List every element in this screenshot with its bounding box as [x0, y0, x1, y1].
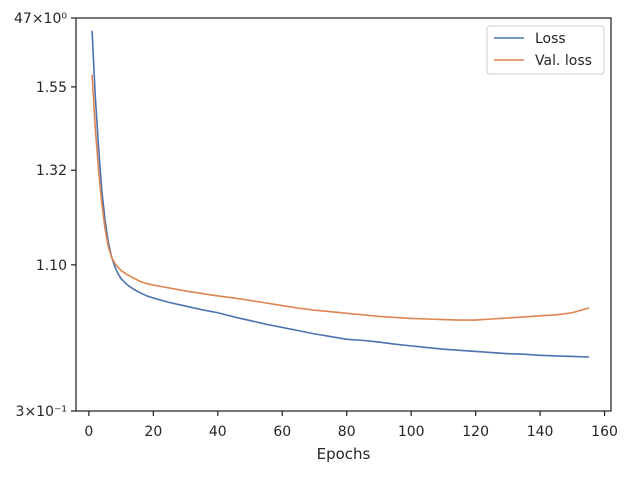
x-tick-label: 100 — [398, 424, 425, 440]
series-line-val-loss — [91, 74, 590, 321]
y-tick-label: 1.10 — [36, 258, 67, 274]
x-tick-label: 20 — [144, 424, 162, 440]
plot-frame — [75, 17, 612, 412]
x-tick-label: 0 — [84, 424, 93, 440]
x-axis-title: Epochs — [317, 445, 371, 463]
y-axis: 3×10⁻¹ 1.10 1.32 1.55 47×10⁰ — [14, 11, 76, 420]
legend: Loss Val. loss — [486, 25, 605, 75]
plot-lines — [91, 30, 590, 358]
y-tick-label: 1.32 — [36, 163, 67, 179]
x-tick-label: 160 — [591, 424, 618, 440]
series-line-loss — [91, 30, 590, 358]
y-tick-label: 47×10⁰ — [14, 11, 67, 27]
x-tick-label: 40 — [209, 424, 227, 440]
legend-label-val-loss: Val. loss — [535, 53, 592, 69]
y-tick-label: 1.55 — [36, 80, 67, 96]
x-tick-label: 60 — [273, 424, 291, 440]
x-axis: 0 20 40 60 80 100 120 140 160 — [84, 411, 618, 440]
legend-label-loss: Loss — [535, 31, 566, 47]
y-tick-label: 3×10⁻¹ — [16, 404, 67, 420]
x-tick-label: 120 — [462, 424, 489, 440]
x-tick-label: 140 — [527, 424, 554, 440]
x-tick-label: 80 — [338, 424, 356, 440]
